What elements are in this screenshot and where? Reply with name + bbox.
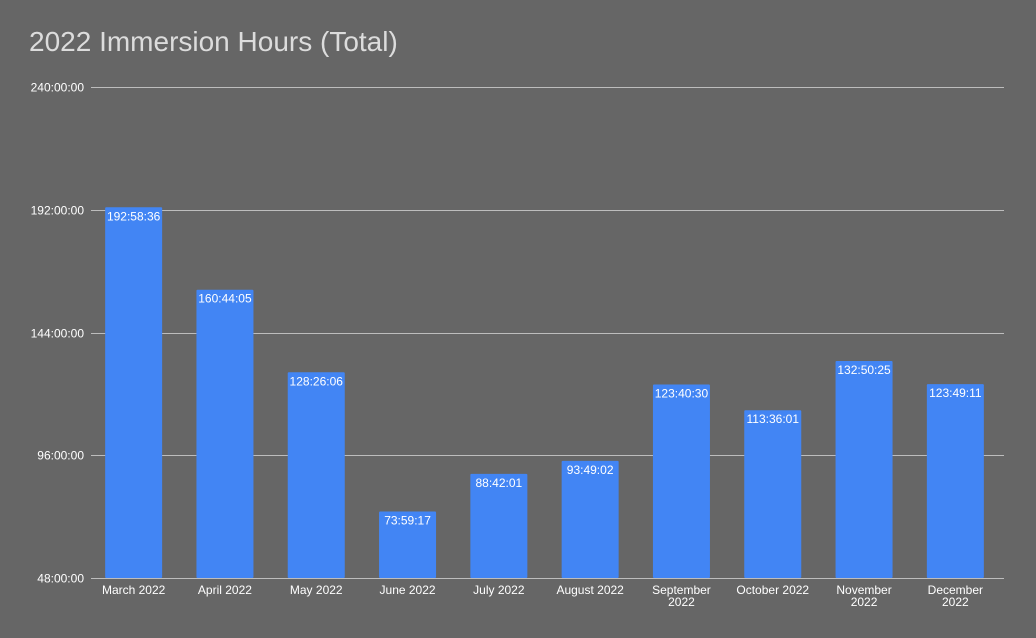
y-tick-label: 192:00:00 (31, 204, 85, 218)
chart-title: 2022 Immersion Hours (Total) (29, 26, 398, 57)
x-category-label: June 2022 (380, 583, 436, 597)
x-category-line: November (836, 583, 891, 597)
x-category-line: August 2022 (556, 583, 624, 597)
bar (835, 361, 893, 578)
y-tick-label: 48:00:00 (37, 572, 84, 586)
bar (744, 410, 802, 578)
bar-value-label: 88:42:01 (475, 476, 522, 490)
x-category-label: April 2022 (198, 583, 252, 597)
x-category-line: October 2022 (736, 583, 809, 597)
bar-value-label: 123:40:30 (655, 386, 709, 400)
x-category-label: March 2022 (102, 583, 166, 597)
x-category-line: May 2022 (290, 583, 343, 597)
x-category-line: April 2022 (198, 583, 252, 597)
x-category-label: November 2022 (836, 583, 891, 609)
x-category-line: 2022 (851, 595, 878, 609)
bar-value-label: 113:36:01 (747, 412, 800, 426)
x-category-line: July 2022 (473, 583, 525, 597)
y-tick-label: 240:00:00 (31, 81, 85, 95)
x-category-line: March 2022 (102, 583, 166, 597)
y-tick-label: 96:00:00 (37, 449, 84, 463)
x-category-line: 2022 (942, 595, 969, 609)
bar-value-label: 132:50:25 (837, 363, 891, 377)
x-axis-categories: March 2022 April 2022 May 2022 June 2022 Jul… (102, 583, 983, 609)
bar (926, 384, 984, 578)
bars (105, 207, 984, 578)
x-category-label: October 2022 (736, 583, 809, 597)
x-category-label: July 2022 (473, 583, 525, 597)
bar (470, 473, 528, 578)
x-category-line: 2022 (668, 595, 695, 609)
y-tick-label: 144:00:00 (31, 327, 85, 341)
x-category-label: August 2022 (556, 583, 624, 597)
y-axis-ticks: 48:00:00 96:00:00 144:00:00 192:00:00 240:00… (31, 81, 85, 586)
x-category-label: September 2022 (652, 583, 711, 609)
data-labels: 192:58:36 160:44:05 128:26:06 73:59:17 88:42… (107, 209, 982, 527)
bar (196, 289, 254, 578)
x-category-line: June 2022 (380, 583, 436, 597)
bar-value-label: 123:49:11 (929, 386, 982, 400)
bar-value-label: 192:58:36 (107, 209, 161, 223)
bar (379, 511, 437, 578)
bar-value-label: 93:49:02 (567, 463, 614, 477)
x-category-label: December 2022 (928, 583, 983, 609)
bar (287, 372, 345, 578)
bar (652, 384, 710, 578)
bar (561, 460, 619, 578)
bar-value-label: 73:59:17 (384, 514, 431, 528)
x-category-line: December (928, 583, 983, 597)
bar-value-label: 160:44:05 (198, 292, 252, 306)
bar (105, 207, 163, 578)
x-category-label: May 2022 (290, 583, 343, 597)
bar-value-label: 128:26:06 (290, 374, 344, 388)
x-category-line: September (652, 583, 711, 597)
